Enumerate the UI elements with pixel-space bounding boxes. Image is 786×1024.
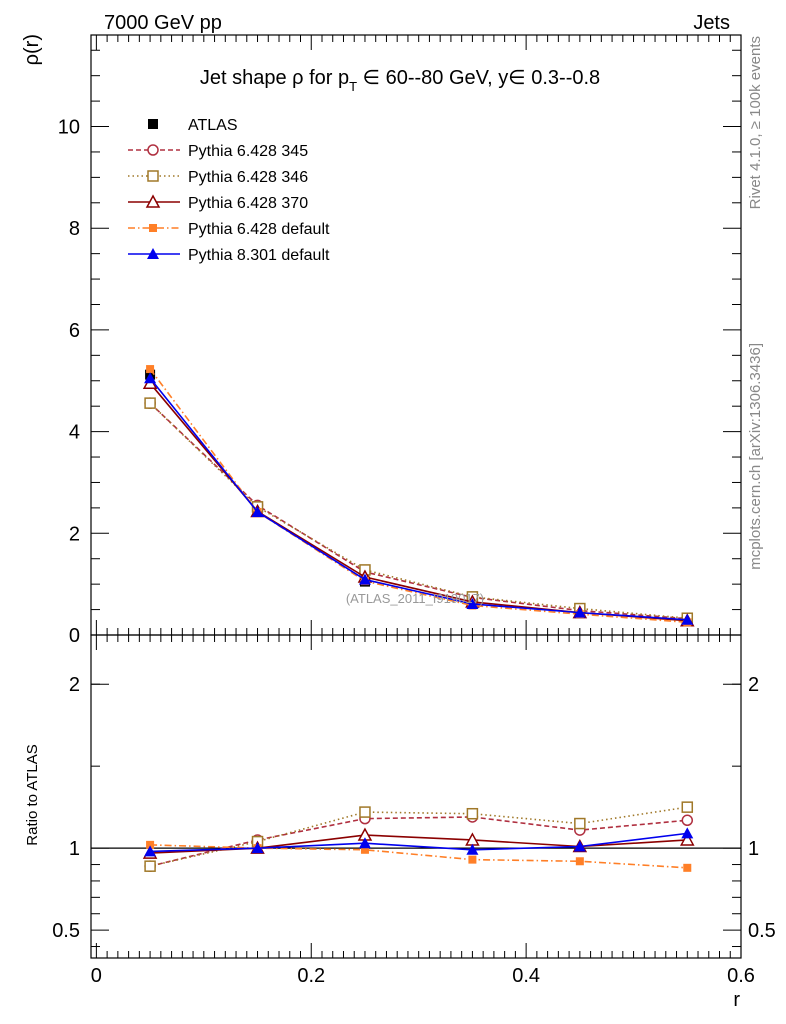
legend-marker	[147, 144, 159, 156]
data-point	[681, 613, 694, 625]
data-point	[358, 573, 371, 585]
ratio-tick-label-right: 2	[748, 674, 759, 696]
legend-label: Pythia 8.301 default	[188, 247, 330, 264]
legend-label: Pythia 6.428 345	[188, 143, 308, 160]
ratio-line	[150, 834, 688, 854]
header-left: 7000 GeV pp	[104, 12, 222, 34]
plot-title-subscript: T	[349, 79, 357, 94]
legend-label: Pythia 6.428 default	[188, 221, 330, 238]
ratio-point	[360, 845, 369, 854]
legend-marker	[147, 248, 159, 259]
ratio-point	[359, 806, 371, 818]
data-point	[251, 505, 264, 517]
ratio-point	[468, 855, 477, 864]
legend-entry-pythia-6-428-370: Pythia 6.428 370	[128, 194, 308, 212]
data-point	[573, 606, 586, 618]
legend-entry-pythia-6-428-default: Pythia 6.428 default	[128, 221, 330, 238]
ratio-point	[681, 814, 694, 827]
ratio-tick-label-right: 1	[748, 838, 759, 860]
series-line	[149, 402, 688, 620]
legend-entry-pythia-8-301-default: Pythia 8.301 default	[128, 247, 330, 264]
main-panel-series	[142, 365, 695, 627]
series-pythia-6-428-default	[146, 365, 692, 627]
y-tick-label: 8	[69, 218, 80, 240]
data-point	[146, 365, 155, 374]
axis-ticks: 0 0.2 0.4 0.6 0 2 4 6 8 10 0.5 0.5 1 1 2 2	[52, 35, 776, 987]
ratio-point	[146, 840, 155, 849]
ratio-tick-label-right: 0.5	[748, 920, 776, 942]
legend-marker	[149, 224, 157, 232]
ratio-point	[251, 842, 264, 854]
legend: ATLAS Pythia 6.428 345 Pythia 6.428 346 Pyt…	[128, 117, 330, 264]
y-tick-label: 0	[69, 625, 80, 647]
ratio-point	[681, 827, 694, 839]
plot-title: Jet shape ρ for pT ∈ 60--80 GeV, y∈ 0.3-…	[200, 67, 600, 94]
data-point	[466, 597, 479, 609]
ratio-y-axis-label: Ratio to ATLAS	[24, 744, 41, 845]
ratio-series-pythia-6-428-370	[142, 827, 695, 859]
ratio-point	[680, 832, 695, 846]
plot-frames	[90, 34, 742, 959]
ratio-plot-frame	[90, 634, 742, 959]
y-tick-label: 10	[58, 117, 80, 139]
legend-label: Pythia 6.428 370	[188, 195, 308, 212]
header-right: Jets	[693, 12, 730, 34]
ratio-point	[466, 843, 479, 855]
legend-label: ATLAS	[188, 117, 238, 134]
y-tick-label: 2	[69, 523, 80, 545]
ratio-point	[574, 817, 586, 830]
y-axis-label: ρ(r)	[21, 34, 43, 65]
series-atlas	[145, 369, 693, 627]
data-point	[144, 397, 156, 409]
legend-marker	[148, 119, 158, 129]
series-pythia-6-428-370	[142, 375, 695, 627]
data-point	[144, 372, 157, 384]
ratio-series-pythia-6-428-345	[144, 811, 694, 872]
ratio-point	[575, 857, 584, 866]
series-pythia-8-301-default	[144, 372, 694, 625]
y-tick-label: 6	[69, 320, 80, 342]
ratio-line	[150, 844, 688, 869]
legend-label: Pythia 6.428 346	[188, 169, 308, 186]
x-tick-label: 0.4	[512, 965, 540, 987]
ratio-tick-label: 0.5	[52, 920, 80, 942]
ratio-line	[149, 806, 688, 867]
x-axis-label: r	[733, 989, 740, 1011]
legend-entry-pythia-6-428-345: Pythia 6.428 345	[128, 143, 308, 160]
series-line	[149, 402, 688, 620]
x-tick-label: 0	[91, 965, 102, 987]
side-label-mcplots: mcplots.cern.ch [arXiv:1306.3436]	[747, 343, 764, 570]
ratio-line	[150, 832, 688, 853]
y-tick-label: 4	[69, 422, 80, 444]
legend-marker	[147, 170, 159, 182]
legend-entry-atlas: ATLAS	[148, 117, 238, 134]
watermark: (ATLAS_2011_I919017)	[346, 591, 484, 606]
x-tick-label: 0.2	[297, 965, 325, 987]
ratio-tick-label: 1	[69, 838, 80, 860]
ratio-point	[358, 837, 371, 849]
plot-title-suffix: ∈ 60--80 GeV, y∈ 0.3--0.8	[357, 67, 600, 89]
legend-entry-pythia-6-428-346: Pythia 6.428 346	[128, 169, 308, 186]
ratio-line	[149, 816, 688, 867]
series-line	[149, 377, 688, 621]
side-label-rivet: Rivet 4.1.0, ≥ 100k events	[747, 36, 764, 209]
ratio-point	[144, 860, 156, 872]
ratio-point	[681, 801, 694, 813]
ratio-series-pythia-6-428-default	[146, 840, 692, 872]
ratio-panel-series	[142, 801, 695, 872]
ratio-tick-label: 2	[69, 674, 80, 696]
ratio-series-pythia-6-428-346	[144, 801, 694, 872]
ratio-point	[466, 807, 479, 820]
ratio-point	[683, 863, 692, 872]
x-tick-label: 0.6	[727, 965, 755, 987]
ratio-point	[573, 840, 586, 852]
ratio-point	[144, 845, 157, 857]
plot-title-prefix: Jet shape ρ for p	[200, 67, 349, 89]
legend-marker	[145, 194, 161, 208]
series-line	[149, 368, 688, 624]
ratio-series-pythia-8-301-default	[144, 827, 694, 857]
